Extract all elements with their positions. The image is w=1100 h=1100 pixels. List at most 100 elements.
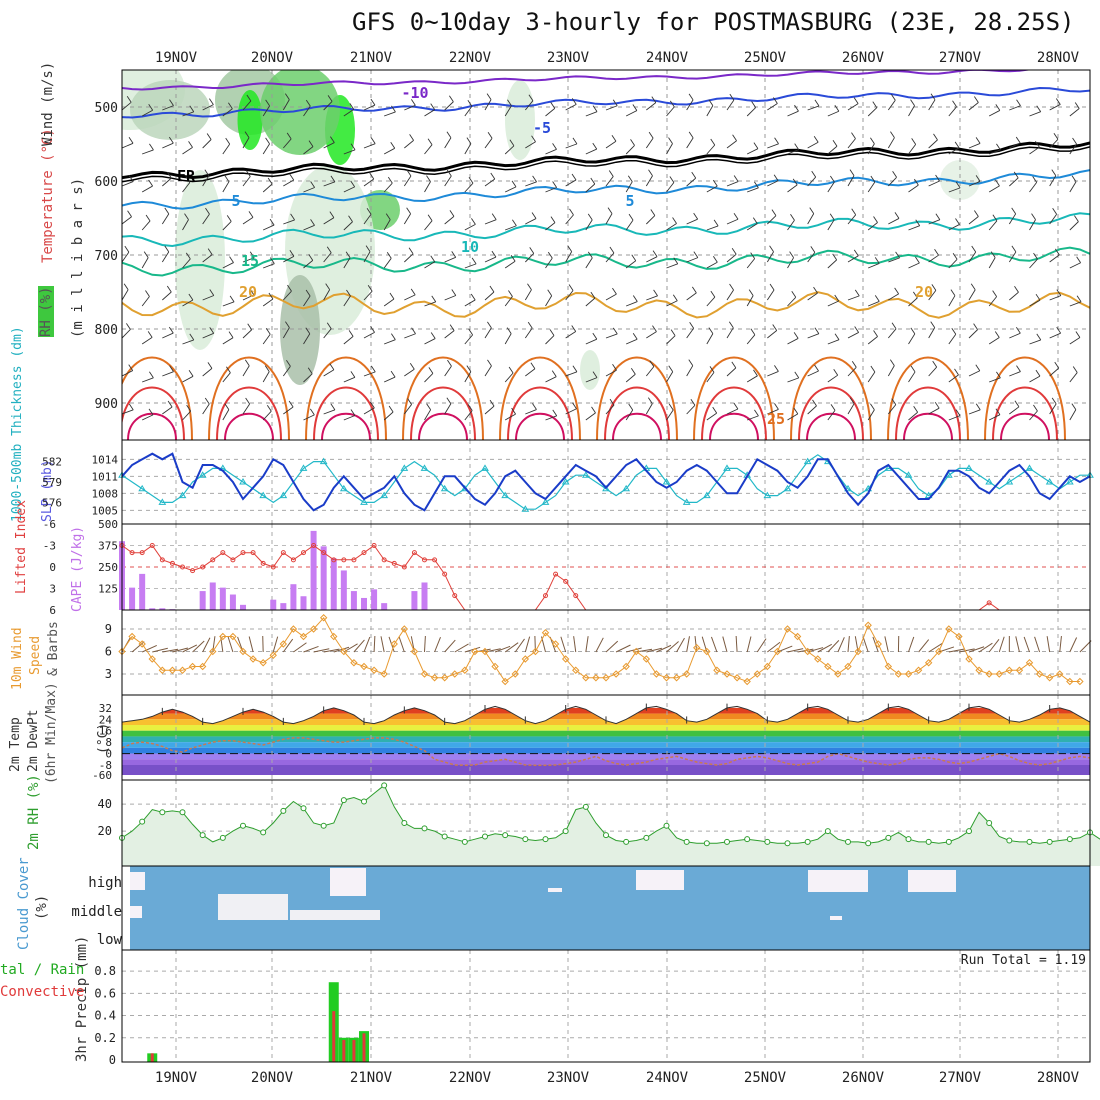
- wind-barb-flag: [267, 177, 273, 185]
- lifted-index-point: [563, 578, 569, 584]
- wind-barb: [262, 183, 273, 193]
- wind-barb: [1089, 261, 1090, 262]
- wind-barb-flag: [1054, 248, 1060, 256]
- wind10-point: [128, 632, 136, 641]
- wind-barb: [847, 332, 859, 339]
- wind-barb: [403, 175, 412, 187]
- wind-barb-flag: [710, 138, 716, 146]
- wind-barb-flag: [1072, 137, 1077, 145]
- wind-barb: [726, 253, 737, 263]
- lifted-index-point: [169, 560, 175, 566]
- wind10-point: [491, 662, 499, 671]
- wind-barb: [666, 335, 676, 345]
- wind-barb-flag: [731, 361, 737, 369]
- wind-barb: [686, 327, 695, 339]
- wind-barb: [706, 296, 716, 307]
- wind-barb: [908, 105, 915, 117]
- wind-barb: [464, 410, 473, 421]
- wind-barb-flag: [427, 214, 433, 221]
- wind-barb: [525, 253, 535, 263]
- wind-barb: [787, 184, 798, 193]
- wind-barb-flag: [370, 137, 376, 144]
- wind10-point: [471, 647, 479, 656]
- wind-barb: [1069, 143, 1077, 155]
- wind10-barb: [398, 636, 405, 653]
- wind-barb-flag: [1014, 285, 1019, 293]
- wind-barb: [1089, 147, 1090, 148]
- wind-barb: [504, 186, 517, 193]
- wind-barb: [1009, 177, 1019, 187]
- wind-barb: [666, 182, 675, 193]
- thickness-tick-label: 579: [42, 476, 62, 489]
- wind-barb: [625, 338, 638, 345]
- wind10-barb: [595, 637, 604, 653]
- wind-barb: [242, 100, 252, 111]
- li-tick-label: -3: [43, 540, 56, 553]
- wind10-point: [924, 659, 933, 667]
- diurnal-isotherm: [604, 386, 670, 440]
- wind10-point: [864, 621, 872, 629]
- wind-barb-flag: [491, 250, 497, 258]
- wind10-barb: [1069, 637, 1078, 653]
- wind-barb-flag: [466, 365, 472, 372]
- humidity-region: [580, 350, 600, 390]
- wind-barb: [384, 111, 396, 117]
- rh2m-point: [280, 807, 287, 814]
- wind-barb-flag: [688, 93, 694, 101]
- wind-barb: [505, 225, 517, 231]
- wind-barb-flag: [430, 103, 436, 110]
- wind-barb-flag: [511, 407, 516, 415]
- wind-barb: [524, 100, 534, 111]
- wind-barb: [948, 187, 961, 193]
- wind10-barb: [585, 636, 589, 653]
- wind-barb: [565, 331, 576, 339]
- precip-conv-label: Convective: [0, 984, 85, 1000]
- lifted-index-point: [432, 557, 438, 563]
- wind10-barb: [182, 644, 198, 653]
- wind10-point: [995, 670, 1003, 678]
- slp-tick-label: 1014: [92, 453, 119, 466]
- wind-barb-flag: [1053, 133, 1059, 140]
- wind-barb-flag: [407, 398, 412, 405]
- wind10-point: [299, 632, 308, 641]
- wind-barb: [1049, 367, 1060, 377]
- precip-tick-label: 0.2: [94, 1031, 116, 1045]
- wind-barb-flag: [771, 209, 777, 216]
- wind-barb: [222, 221, 232, 231]
- wind-barb: [666, 300, 678, 307]
- wind-barb-flag: [124, 245, 130, 253]
- wind10-barb: [313, 648, 330, 653]
- thickness-point: [319, 457, 328, 465]
- wind-barb: [122, 251, 130, 263]
- wind-barb: [706, 372, 715, 383]
- isotherm-freezing: [122, 141, 1090, 180]
- rh2m-point: [421, 825, 428, 832]
- wind10-point: [451, 670, 459, 678]
- lifted-index-point: [240, 550, 246, 556]
- wind-barb-flag: [387, 176, 393, 184]
- wind-barb: [686, 137, 694, 149]
- wind10-point: [642, 655, 651, 663]
- wind-barb-flag: [955, 218, 960, 225]
- wind-barb: [767, 143, 779, 149]
- wind-barb: [323, 252, 332, 263]
- wind-barb-flag: [688, 359, 694, 366]
- wind-barb-flag: [813, 286, 818, 294]
- wind-barb: [545, 295, 553, 307]
- wind-barb: [464, 223, 476, 231]
- wind-barb: [706, 185, 718, 193]
- lifted-index-point: [159, 557, 165, 563]
- precip-conv-bar: [150, 1053, 154, 1062]
- wind10-point: [541, 629, 550, 637]
- wind10-barb: [958, 648, 975, 653]
- wind-barb: [645, 366, 655, 377]
- wind-barb: [242, 216, 254, 225]
- wind-barb: [222, 108, 233, 117]
- wind10-point: [501, 677, 509, 686]
- wind-barb: [887, 365, 895, 377]
- diurnal-isotherm: [313, 386, 379, 440]
- wind-barb-flag: [370, 326, 375, 333]
- wind10-point: [773, 647, 782, 656]
- wind-barb: [847, 175, 855, 187]
- wind10-barb: [504, 642, 519, 653]
